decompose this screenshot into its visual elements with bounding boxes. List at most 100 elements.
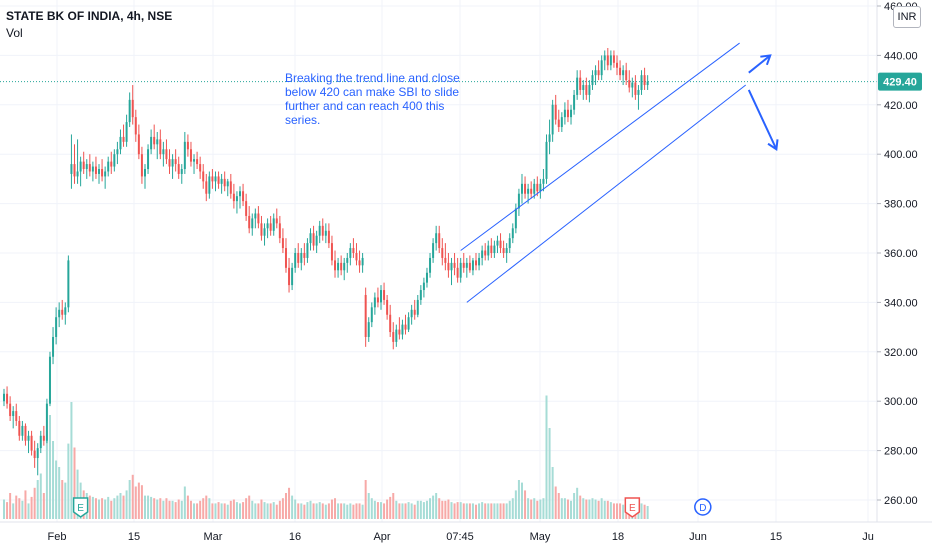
candle[interactable] (493, 240, 496, 258)
candle[interactable] (229, 173, 232, 199)
candle[interactable] (260, 215, 263, 241)
candle[interactable] (576, 70, 579, 100)
candle[interactable] (321, 218, 324, 241)
candle[interactable] (484, 243, 487, 261)
candle[interactable] (21, 420, 24, 441)
candle[interactable] (459, 257, 462, 283)
candle[interactable] (330, 235, 333, 266)
candle[interactable] (245, 193, 248, 221)
candle[interactable] (3, 388, 5, 407)
candle[interactable] (88, 154, 91, 177)
candle[interactable] (355, 243, 358, 266)
candle[interactable] (297, 243, 300, 268)
candle[interactable] (174, 149, 177, 172)
candle[interactable] (337, 257, 340, 278)
candle[interactable] (478, 253, 481, 271)
candle[interactable] (496, 235, 499, 253)
candle[interactable] (419, 285, 422, 305)
candle[interactable] (82, 151, 85, 174)
candle[interactable] (554, 94, 557, 125)
candle[interactable] (12, 406, 15, 429)
candle[interactable] (180, 164, 183, 184)
candle[interactable] (220, 173, 223, 194)
candle[interactable] (570, 104, 573, 125)
candle[interactable] (6, 386, 9, 409)
candle[interactable] (61, 299, 64, 320)
candle[interactable] (597, 60, 600, 81)
candle[interactable] (150, 129, 153, 155)
symbol-title[interactable]: STATE BK OF INDIA, 4h, NSE (6, 9, 173, 23)
candle[interactable] (242, 183, 245, 207)
candle[interactable] (94, 156, 97, 179)
candle[interactable] (30, 430, 33, 456)
candle[interactable] (370, 302, 373, 328)
candle[interactable] (263, 223, 266, 246)
candle[interactable] (573, 89, 576, 115)
candle[interactable] (334, 250, 337, 278)
earnings-marker[interactable]: E (72, 497, 89, 518)
candle[interactable] (134, 109, 137, 142)
candle[interactable] (171, 154, 174, 179)
candle[interactable] (343, 257, 346, 281)
candle[interactable] (386, 294, 389, 320)
candle[interactable] (637, 85, 640, 110)
candle[interactable] (239, 186, 242, 209)
candle[interactable] (619, 60, 622, 81)
candle[interactable] (465, 257, 468, 278)
candle[interactable] (514, 203, 517, 234)
candle[interactable] (346, 253, 349, 273)
candle[interactable] (165, 139, 168, 165)
candle[interactable] (594, 65, 597, 86)
candle[interactable] (612, 50, 615, 68)
volume-label[interactable]: Vol (6, 26, 23, 40)
candle[interactable] (622, 65, 625, 86)
candle[interactable] (560, 112, 563, 132)
candle[interactable] (36, 443, 39, 476)
candle[interactable] (67, 255, 70, 313)
candle[interactable] (168, 149, 171, 174)
candle[interactable] (616, 55, 618, 76)
candle[interactable] (327, 223, 330, 249)
candle[interactable] (475, 253, 478, 271)
candle[interactable] (269, 215, 272, 236)
candle[interactable] (116, 141, 119, 165)
candle[interactable] (410, 304, 413, 325)
candle[interactable] (425, 267, 428, 288)
candle[interactable] (364, 287, 367, 347)
candle[interactable] (284, 238, 287, 273)
candle[interactable] (266, 218, 269, 239)
candle[interactable] (58, 302, 61, 328)
candle[interactable] (582, 80, 585, 100)
candle[interactable] (101, 159, 104, 182)
candle[interactable] (147, 144, 150, 174)
candle[interactable] (251, 213, 254, 236)
candle[interactable] (199, 156, 202, 179)
candle[interactable] (631, 77, 634, 98)
candle[interactable] (646, 75, 649, 90)
candle[interactable] (143, 164, 146, 189)
candle[interactable] (278, 215, 281, 244)
candle[interactable] (107, 156, 110, 177)
annotation-text[interactable]: Breaking the trend line and close below … (285, 71, 460, 127)
candle[interactable] (64, 302, 67, 325)
candle[interactable] (450, 257, 453, 286)
candle[interactable] (376, 287, 379, 308)
candle[interactable] (566, 99, 569, 123)
candle[interactable] (349, 243, 352, 266)
candle[interactable] (456, 257, 459, 283)
candle[interactable] (511, 223, 514, 244)
time-axis[interactable]: Feb 15 Mar 16 Apr 07:45 May 18 Jun 15 Ju (48, 531, 874, 543)
candle[interactable] (217, 171, 220, 189)
candle[interactable] (383, 282, 386, 305)
candle[interactable] (125, 114, 128, 147)
channel-upper-line[interactable] (460, 42, 740, 251)
candle[interactable] (156, 131, 159, 160)
candle[interactable] (303, 243, 306, 266)
candle[interactable] (367, 317, 370, 342)
candle[interactable] (340, 255, 343, 276)
candle[interactable] (193, 154, 196, 174)
candle[interactable] (52, 327, 55, 365)
candle[interactable] (389, 304, 392, 337)
candle[interactable] (588, 80, 591, 103)
